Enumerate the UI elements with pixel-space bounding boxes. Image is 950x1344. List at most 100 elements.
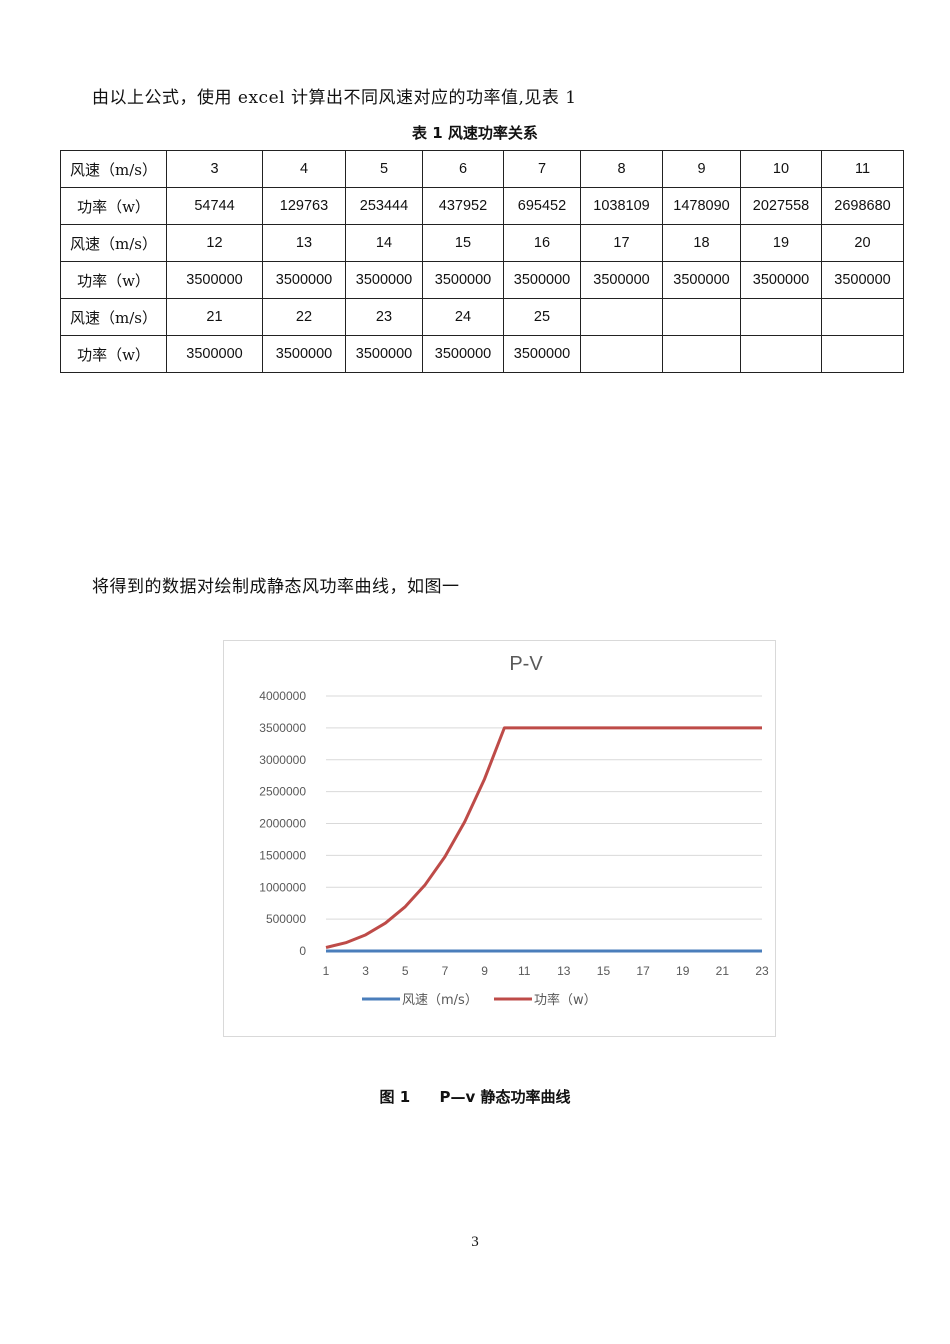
- x-tick-label: 3: [362, 964, 369, 978]
- pv-chart: P-V 0 500000 1000000 1500000 2000000 2500000 30…: [223, 640, 776, 1037]
- table-cell: 3500000: [662, 261, 741, 299]
- table-row: 功率（w） 3500000 3500000 3500000 3500000 3500000…: [60, 261, 904, 299]
- table-cell: [662, 335, 741, 373]
- y-tick-label: 500000: [266, 912, 306, 926]
- table-cell: [580, 298, 663, 336]
- table-cell: [662, 298, 741, 336]
- table-cell: 437952: [422, 187, 504, 225]
- row-label: 风速（m/s）: [60, 298, 167, 336]
- intro-paragraph: 由以上公式，使用 excel 计算出不同风速对应的功率值,见表 1: [92, 88, 577, 108]
- page-number: 3: [471, 1234, 479, 1250]
- table-cell: 3500000: [422, 335, 504, 373]
- table-cell: 11: [821, 150, 904, 188]
- table-cell: [740, 298, 822, 336]
- x-tick-label: 15: [597, 964, 611, 978]
- table-cell: 5: [345, 150, 423, 188]
- pv-chart-svg: P-V 0 500000 1000000 1500000 2000000 2500000 30…: [259, 653, 769, 1008]
- table-cell: 18: [662, 224, 741, 262]
- table-cell: 695452: [503, 187, 581, 225]
- table-cell: 9: [662, 150, 741, 188]
- y-tick-label: 2500000: [259, 785, 306, 799]
- row-label: 风速（m/s）: [60, 224, 167, 262]
- table-cell: 8: [580, 150, 663, 188]
- x-tick-label: 7: [442, 964, 449, 978]
- table-cell: 3500000: [262, 335, 346, 373]
- table-cell: 3500000: [345, 261, 423, 299]
- table-cell: 16: [503, 224, 581, 262]
- table-cell: 25: [503, 298, 581, 336]
- wind-power-table: 风速（m/s） 3 4 5 6 7 8 9 10 11 功率（w） 54744 129763 253444…: [60, 150, 904, 373]
- table-cell: 14: [345, 224, 423, 262]
- table-cell: 2027558: [740, 187, 822, 225]
- table-cell: 129763: [262, 187, 346, 225]
- table-cell: 3500000: [422, 261, 504, 299]
- table-cell: 10: [740, 150, 822, 188]
- x-tick-label: 21: [716, 964, 730, 978]
- table-cell: 3500000: [821, 261, 904, 299]
- table-cell: 3500000: [503, 335, 581, 373]
- table-cell: 24: [422, 298, 504, 336]
- table-cell: 3500000: [503, 261, 581, 299]
- chart-title: P-V: [509, 653, 543, 675]
- table-cell: 19: [740, 224, 822, 262]
- table-cell: 20: [821, 224, 904, 262]
- table-cell: 3500000: [166, 261, 263, 299]
- x-tick-label: 5: [402, 964, 409, 978]
- legend-label: 风速（m/s）: [402, 993, 478, 1008]
- table-row: 功率（w） 3500000 3500000 3500000 3500000 3500000: [60, 335, 904, 373]
- series-line-power: [325, 726, 762, 949]
- table-cell: 3500000: [740, 261, 822, 299]
- table-cell: [821, 335, 904, 373]
- y-tick-label: 2000000: [259, 817, 306, 831]
- figure-caption: 图 1 P—v 静态功率曲线: [0, 1086, 950, 1107]
- table-cell: 22: [262, 298, 346, 336]
- row-label: 风速（m/s）: [60, 150, 167, 188]
- y-tick-label: 1500000: [259, 848, 306, 862]
- row-label: 功率（w）: [60, 261, 167, 299]
- figure-number: 图 1: [379, 1088, 411, 1106]
- legend-label: 功率（w）: [534, 992, 597, 1008]
- x-tick-label: 13: [557, 964, 571, 978]
- x-tick-label: 19: [676, 964, 690, 978]
- y-tick-label: 4000000: [259, 689, 306, 703]
- table-row: 功率（w） 54744 129763 253444 437952 695452 103810…: [60, 187, 904, 225]
- table-cell: 253444: [345, 187, 423, 225]
- x-tick-label: 11: [518, 964, 531, 978]
- table-cell: 12: [166, 224, 263, 262]
- table-cell: 3500000: [580, 261, 663, 299]
- y-tick-label: 3500000: [259, 721, 306, 735]
- table-cell: [740, 335, 822, 373]
- table-cell: 4: [262, 150, 346, 188]
- table-cell: 21: [166, 298, 263, 336]
- table-cell: 7: [503, 150, 581, 188]
- x-tick-label: 17: [636, 964, 650, 978]
- table-cell: 23: [345, 298, 423, 336]
- table-cell: [580, 335, 663, 373]
- row-label: 功率（w）: [60, 187, 167, 225]
- table-cell: 15: [422, 224, 504, 262]
- table-cell: 17: [580, 224, 663, 262]
- table-cell: 3: [166, 150, 263, 188]
- row-label: 功率（w）: [60, 335, 167, 373]
- figure-title: P—v 静态功率曲线: [439, 1088, 571, 1106]
- table-cell: 54744: [166, 187, 263, 225]
- y-tick-label: 1000000: [259, 880, 306, 894]
- x-tick-label: 9: [481, 964, 488, 978]
- table-row: 风速（m/s） 21 22 23 24 25: [60, 298, 904, 336]
- table-cell: 1038109: [580, 187, 663, 225]
- table-cell: 13: [262, 224, 346, 262]
- table-row: 风速（m/s） 3 4 5 6 7 8 9 10 11: [60, 150, 904, 188]
- table-cell: 3500000: [345, 335, 423, 373]
- table-cell: [821, 298, 904, 336]
- x-tick-label: 23: [755, 964, 769, 978]
- x-tick-label: 1: [323, 964, 330, 978]
- y-tick-label: 3000000: [259, 753, 306, 767]
- table-cell: 2698680: [821, 187, 904, 225]
- table-cell: 1478090: [662, 187, 741, 225]
- y-tick-label: 0: [299, 944, 306, 958]
- table-cell: 6: [422, 150, 504, 188]
- table-caption: 表 1 风速功率关系: [412, 124, 538, 142]
- table-cell: 3500000: [262, 261, 346, 299]
- chart-intro-paragraph: 将得到的数据对绘制成静态风功率曲线，如图一: [92, 577, 460, 597]
- table-cell: 3500000: [166, 335, 263, 373]
